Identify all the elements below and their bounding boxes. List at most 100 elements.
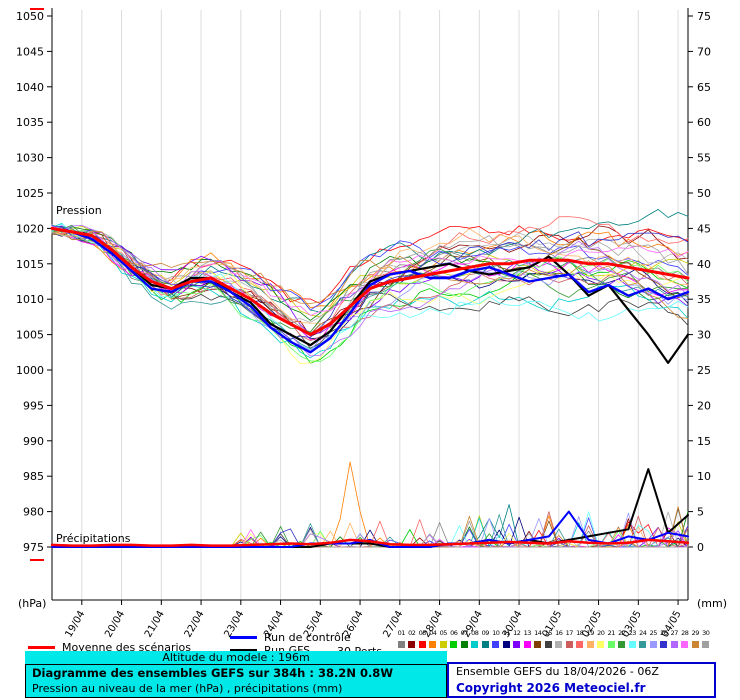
perturbation-legend-item: 19 bbox=[585, 629, 596, 648]
perturbation-legend-item: 12 bbox=[512, 629, 523, 648]
legend-mean-label: Moyenne des scénarios bbox=[62, 641, 191, 654]
perturbation-legend-item: 25 bbox=[648, 629, 659, 648]
precip-tick-label: 20 bbox=[697, 399, 711, 412]
perturbation-color-swatch bbox=[471, 641, 479, 648]
perturbation-number: 19 bbox=[586, 629, 595, 637]
perturbation-legend-item: 20 bbox=[596, 629, 607, 648]
control-line-swatch bbox=[230, 636, 257, 639]
perturbation-color-swatch bbox=[492, 641, 500, 648]
pressure-tick-label: 1025 bbox=[16, 187, 44, 200]
perturbation-number: 26 bbox=[660, 629, 668, 637]
perturbation-color-swatch bbox=[513, 641, 521, 648]
perturbation-color-swatch bbox=[649, 641, 657, 648]
perturbation-legend-item: 15 bbox=[543, 629, 554, 648]
pressure-tick-label: 1015 bbox=[16, 258, 44, 271]
date-tick-label: 21/04 bbox=[143, 609, 167, 639]
perturbation-legend-item: 14 bbox=[533, 629, 544, 648]
legend-mean: Moyenne des scénarios bbox=[28, 641, 191, 654]
perturbation-number: 25 bbox=[649, 629, 658, 637]
diagram-info-box: Diagramme des ensembles GEFS sur 384h : … bbox=[25, 664, 447, 698]
perturbation-color-swatch bbox=[576, 641, 584, 648]
perturbation-legend-item: 16 bbox=[554, 629, 565, 648]
perturbation-color-swatch bbox=[544, 641, 552, 648]
ensemble-member-pressure-line bbox=[51, 226, 689, 364]
perturbation-number: 02 bbox=[408, 629, 416, 637]
precip-tick-label: 55 bbox=[697, 152, 711, 165]
precip-tick-label: 30 bbox=[697, 329, 711, 342]
ensemble-member-pressure-line bbox=[51, 223, 689, 351]
pressure-tick-label: 1005 bbox=[16, 329, 44, 342]
mean-pressure-line bbox=[50, 226, 690, 337]
diagram-subtitle: Pression au niveau de la mer (hPa) , pré… bbox=[32, 682, 343, 695]
perturbation-legend-item: 23 bbox=[627, 629, 638, 648]
perturbation-number: 14 bbox=[534, 629, 542, 637]
perturbation-number: 08 bbox=[471, 629, 479, 637]
pressure-tick-label: 1045 bbox=[16, 45, 44, 58]
precip-section-label: Précipitations bbox=[56, 532, 131, 545]
perturbation-color-swatch bbox=[565, 641, 573, 648]
perturbation-legend-item: 27 bbox=[669, 629, 680, 648]
precip-tick-label: 40 bbox=[697, 258, 711, 271]
perturbation-color-swatch bbox=[418, 641, 426, 648]
date-tick-label: 22/04 bbox=[183, 609, 207, 639]
perturbation-legend-item: 06 bbox=[449, 629, 460, 648]
perturbation-legend-item: 24 bbox=[638, 629, 649, 648]
run-info-box: Ensemble GEFS du 18/04/2026 - 06Z Copyri… bbox=[447, 662, 716, 698]
ensemble-member-pressure-line bbox=[51, 226, 689, 350]
ensemble-member-pressure-line bbox=[51, 224, 689, 357]
perturbation-number: 01 bbox=[397, 629, 406, 637]
perturbation-color-swatch bbox=[628, 641, 636, 648]
perturbation-number: 17 bbox=[565, 629, 574, 637]
perturbation-number: 16 bbox=[555, 629, 563, 637]
perturbation-legend-item: 26 bbox=[659, 629, 670, 648]
legend-control: Run de contrôle bbox=[230, 631, 351, 644]
perturbation-legend-item: 04 bbox=[428, 629, 439, 648]
precip-tick-label: 75 bbox=[697, 10, 711, 23]
mean-precip-line bbox=[50, 538, 690, 547]
perturbation-number: 10 bbox=[492, 629, 500, 637]
pressure-tick-label: 1030 bbox=[16, 152, 44, 165]
pressure-tick-label: 990 bbox=[23, 435, 44, 448]
perturbation-number: 24 bbox=[639, 629, 647, 637]
perturbation-legend-item: 03 bbox=[417, 629, 428, 648]
perturbation-color-swatch bbox=[408, 641, 416, 648]
pressure-tick-label: 1020 bbox=[16, 222, 44, 235]
pressure-tick-label: 975 bbox=[23, 541, 44, 554]
ensemble-member-pressure-line bbox=[51, 227, 689, 311]
gfs-precip-line bbox=[51, 468, 689, 548]
perturbation-number: 06 bbox=[450, 629, 458, 637]
perturbation-legend-item: 09 bbox=[480, 629, 491, 648]
perturbation-number: 21 bbox=[607, 629, 616, 637]
perturbation-legend-item: 21 bbox=[606, 629, 617, 648]
perturbation-color-swatch bbox=[670, 641, 678, 648]
perturbation-color-swatch bbox=[607, 641, 615, 648]
perturbation-legend-item: 22 bbox=[617, 629, 628, 648]
perturbation-legend-item: 10 bbox=[491, 629, 502, 648]
perturbation-number: 04 bbox=[429, 629, 437, 637]
precip-tick-label: 60 bbox=[697, 116, 711, 129]
perturbation-number: 03 bbox=[418, 629, 427, 637]
perturbation-color-swatch bbox=[681, 641, 689, 648]
perturbation-legend-item: 13 bbox=[522, 629, 533, 648]
perturbation-color-swatch bbox=[534, 641, 542, 648]
date-tick-label: 19/04 bbox=[63, 609, 87, 639]
perturbation-legend-item: 17 bbox=[564, 629, 575, 648]
precip-tick-label: 0 bbox=[697, 541, 704, 554]
perturbation-number: 30 bbox=[702, 629, 710, 637]
model-altitude-text: Altitude du modele : 196m bbox=[162, 651, 310, 664]
perturbation-legend-item: 05 bbox=[438, 629, 449, 648]
perturbation-color-swatch bbox=[555, 641, 563, 648]
perturbation-legend-item: 08 bbox=[470, 629, 481, 648]
perturbation-number: 13 bbox=[523, 629, 532, 637]
perturbation-color-swatch bbox=[523, 641, 531, 648]
perturbation-number: 11 bbox=[502, 629, 511, 637]
perturbation-legend-item: 02 bbox=[407, 629, 418, 648]
pressure-tick-label: 995 bbox=[23, 399, 44, 412]
perturbation-color-swatch bbox=[429, 641, 437, 648]
left-axis-unit: (hPa) bbox=[18, 597, 46, 610]
right-axis-unit: (mm) bbox=[697, 597, 727, 610]
pressure-tick-label: 980 bbox=[23, 506, 44, 519]
perturbation-number: 27 bbox=[670, 629, 679, 637]
perturbation-color-swatch bbox=[397, 641, 405, 648]
